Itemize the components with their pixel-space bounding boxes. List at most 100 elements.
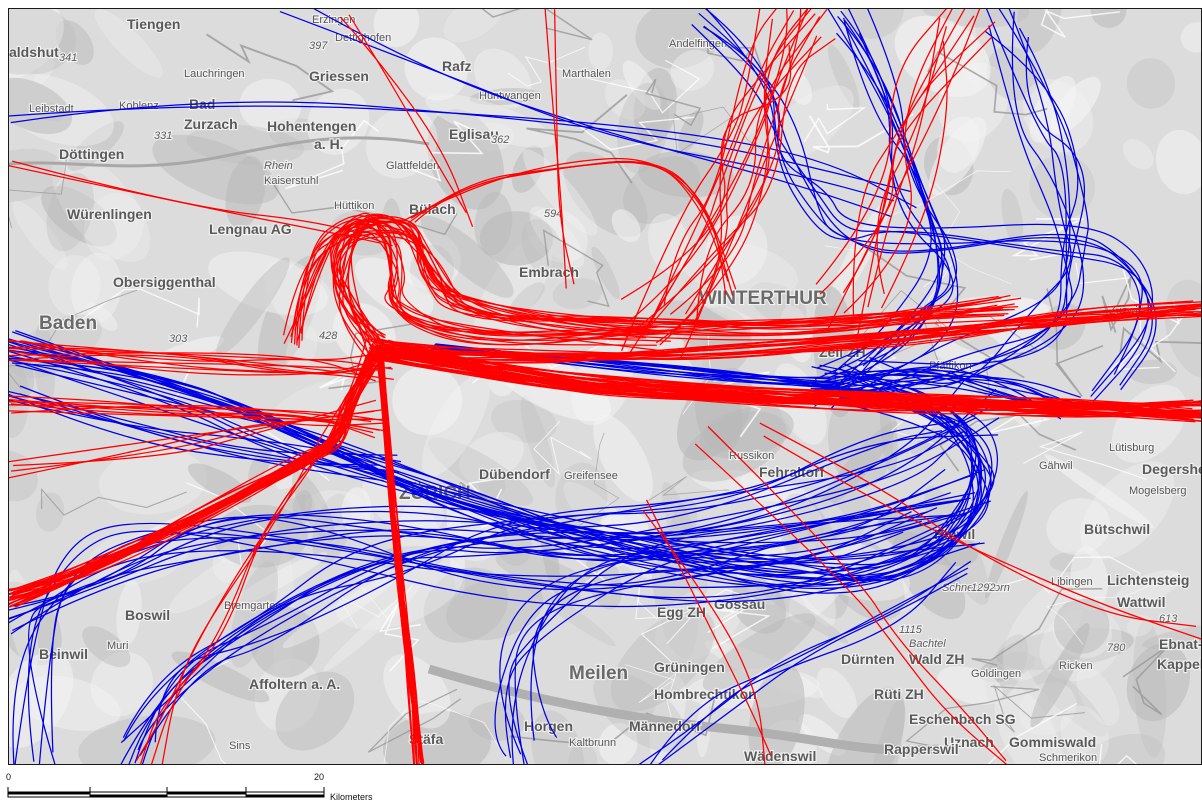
place-label: Gommiswald [1009, 734, 1096, 750]
place-label: Tiengen [127, 16, 180, 32]
flight-track [381, 347, 1201, 419]
flight-track [630, 9, 809, 321]
flight-track [858, 9, 1068, 365]
scale-bar-zero-label: 0 [6, 772, 11, 782]
place-label: Lütisburg [1109, 442, 1154, 454]
flight-track [649, 567, 969, 764]
flight-track [694, 443, 1008, 764]
flight-track [27, 530, 959, 762]
flight-track [313, 9, 892, 218]
flight-track [334, 217, 1015, 339]
flight-track [9, 349, 995, 576]
flight-track [659, 9, 809, 346]
flight-track [514, 507, 938, 764]
place-label: Hüntwangen [479, 90, 541, 102]
elevation-label: 331 [154, 130, 172, 142]
flight-track [414, 160, 734, 296]
flight-track [9, 492, 976, 611]
flight-track [680, 36, 822, 359]
place-label: Lengnau AG [209, 221, 292, 237]
place-label: Lauchringen [184, 68, 245, 80]
place-label: Rapperswil [884, 741, 959, 757]
flight-track [11, 410, 375, 472]
scale-bar-max-label: 20 [314, 772, 324, 782]
place-label: Uznach [944, 734, 994, 750]
place-labels: Tiengen ErzingenDettighofenRafzGriessenLa… [9, 13, 1202, 764]
place-label: Boswil [125, 607, 170, 623]
place-label: Rhein [264, 160, 293, 172]
flight-track [9, 359, 392, 374]
place-label: Glattfelden [386, 160, 439, 172]
flight-track [646, 38, 836, 330]
place-label: Rüti ZH [874, 686, 924, 702]
flight-track [645, 499, 772, 757]
place-label: Libingen [1051, 576, 1093, 588]
flight-track [21, 359, 381, 371]
place-label: Dübendorf [479, 466, 550, 482]
place-label: Wattwil [1117, 594, 1165, 610]
flight-track [9, 347, 369, 361]
place-label: Russikon [729, 450, 774, 462]
flight-track [869, 9, 1072, 384]
flight-track [854, 31, 1079, 405]
place-label: Schnebelhorn [942, 582, 1010, 594]
flight-track [347, 216, 1010, 357]
place-label: Bachtel [909, 638, 946, 650]
flight-track [644, 10, 795, 333]
flight-track [642, 509, 766, 764]
place-label: Kaltbrunn [569, 737, 616, 749]
flight-track [867, 17, 941, 308]
flight-track [9, 165, 381, 244]
flight-track [378, 311, 1201, 360]
flight-track [9, 346, 388, 591]
place-label: Zurzach [184, 116, 238, 132]
map-frame[interactable]: Tiengen Erzingen Dettighofen Rafz Griessen La… [8, 8, 1202, 765]
flight-track [374, 350, 1201, 418]
place-label: Koblenz [119, 100, 159, 112]
map-canvas[interactable]: Tiengen ErzingenDettighofenRafzGriessenLa… [9, 9, 1202, 765]
place-label: Dürnten [841, 651, 895, 667]
place-label: Schmerikon [1039, 752, 1097, 764]
place-label: Marthalen [562, 68, 611, 80]
elevation-label: 397 [309, 40, 328, 52]
flight-track [376, 349, 415, 764]
flight-track [120, 401, 999, 744]
place-label: Kappel [1157, 656, 1202, 672]
flight-track [9, 409, 383, 463]
flight-track [508, 514, 955, 764]
flight-track [135, 340, 367, 762]
flight-track [511, 531, 904, 764]
place-label: Würenlingen [67, 206, 152, 222]
flight-track [695, 9, 828, 324]
flight-track [663, 9, 777, 305]
elevation-label: 362 [491, 134, 509, 146]
flight-track [838, 366, 1062, 420]
flight-track [12, 499, 958, 632]
place-label: Griessen [309, 68, 369, 84]
scale-bar: 0 20 Kilometers [6, 772, 373, 802]
place-label: Hüttikon [334, 200, 374, 212]
place-label: Döttingen [59, 146, 124, 162]
flight-track [815, 9, 947, 285]
elevation-label: 303 [169, 333, 188, 345]
place-label: Mogelsberg [1129, 485, 1186, 497]
flight-track [763, 435, 1201, 640]
flight-track [279, 11, 894, 202]
place-label: Andelfingen [669, 38, 727, 50]
flight-track [376, 308, 1196, 361]
flight-track [530, 520, 922, 741]
flight-track [377, 348, 423, 764]
place-label: Wald ZH [909, 651, 964, 667]
flight-track [161, 349, 381, 764]
flight-track [658, 572, 968, 764]
flight-track [827, 9, 981, 330]
place-label: a. H. [314, 136, 344, 152]
flight-track [9, 354, 377, 375]
flight-track [707, 426, 1007, 762]
flight-track [829, 15, 959, 386]
place-label: Wädenswil [744, 748, 816, 764]
place-label: Bütschwil [1084, 521, 1150, 537]
departure-flight-tracks [9, 9, 1201, 764]
elevation-label: 428 [319, 330, 338, 342]
flight-track [403, 157, 729, 282]
